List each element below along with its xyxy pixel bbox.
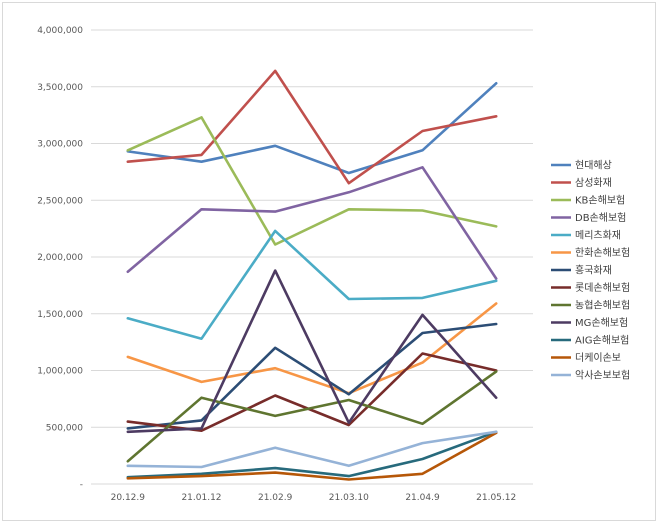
legend-label: 삼성화재 bbox=[575, 177, 612, 189]
series-line-11 bbox=[126, 430, 498, 479]
series-line-1 bbox=[126, 82, 498, 175]
legend-label: 악사손보보험 bbox=[575, 370, 630, 382]
x-tick-label: 21.05.12 bbox=[476, 493, 516, 503]
y-tick-label: 2,500,000 bbox=[37, 196, 83, 206]
x-tick-label: 21.03.10 bbox=[329, 493, 369, 503]
legend-item: KB손해보험 bbox=[551, 194, 625, 207]
series-line-12 bbox=[126, 431, 498, 481]
gridlines bbox=[91, 29, 533, 485]
y-tick-label: 1,000,000 bbox=[37, 367, 83, 377]
legend-label: 한화손해보험 bbox=[575, 246, 630, 259]
legend-item: DB손해보험 bbox=[551, 211, 626, 224]
series-line-9 bbox=[126, 370, 498, 463]
y-tick-label: 1,500,000 bbox=[37, 310, 83, 320]
legend-label: 더케이손보 bbox=[575, 352, 621, 364]
x-axis-ticks: 20.12.9 21.01.12 21.02.9 21.03.10 21.04.9 21.… bbox=[111, 493, 517, 503]
legend-item: 메리츠화재 bbox=[551, 230, 621, 242]
legend-item: 악사손보보험 bbox=[551, 370, 630, 382]
legend-label: KB손해보험 bbox=[575, 194, 625, 207]
series-line-7 bbox=[126, 322, 498, 430]
series-line-3 bbox=[126, 116, 498, 246]
legend-item: 현대해상 bbox=[551, 159, 612, 172]
legend-item: 롯데손해보험 bbox=[551, 281, 630, 294]
legend-label: AIG손해보험 bbox=[575, 334, 629, 347]
legend-label: 현대해상 bbox=[575, 159, 612, 172]
series-line-13 bbox=[126, 430, 498, 469]
legend-label: 농협손해보험 bbox=[575, 299, 630, 312]
legend-item: 흥국화재 bbox=[551, 264, 612, 277]
legend-label: DB손해보험 bbox=[575, 211, 626, 224]
y-tick-label: - bbox=[80, 480, 83, 490]
x-tick-label: 21.04.9 bbox=[405, 493, 440, 503]
legend-label: 롯데손해보험 bbox=[575, 281, 630, 294]
y-tick-label: 500,000 bbox=[46, 423, 83, 433]
legend-label: 메리츠화재 bbox=[575, 230, 621, 242]
y-tick-label: 2,000,000 bbox=[37, 253, 83, 263]
legend-item: 한화손해보험 bbox=[551, 246, 630, 259]
legend-item: AIG손해보험 bbox=[551, 334, 629, 347]
y-axis-ticks: - 500,000 1,000,000 1,500,000 2,000,000 2,500… bbox=[37, 26, 83, 490]
legend-item: 삼성화재 bbox=[551, 177, 612, 189]
y-tick-label: 3,000,000 bbox=[37, 140, 83, 150]
series-lines bbox=[126, 69, 498, 481]
chart-frame: - 500,000 1,000,000 1,500,000 2,000,000 2,500… bbox=[2, 2, 656, 521]
legend-item: 농협손해보험 bbox=[551, 299, 630, 312]
series-line-8 bbox=[126, 352, 498, 433]
line-chart: - 500,000 1,000,000 1,500,000 2,000,000 2,500… bbox=[37, 26, 630, 503]
legend-label: MG손해보험 bbox=[575, 316, 628, 329]
x-tick-label: 21.02.9 bbox=[258, 493, 293, 503]
legend-item: 더케이손보 bbox=[551, 352, 621, 364]
y-tick-label: 3,500,000 bbox=[37, 83, 83, 93]
series-line-10 bbox=[126, 269, 498, 434]
x-tick-label: 20.12.9 bbox=[111, 493, 146, 503]
series-line-4 bbox=[126, 166, 498, 280]
series-line-2 bbox=[126, 69, 498, 185]
x-tick-label: 21.01.12 bbox=[181, 493, 221, 503]
legend-label: 흥국화재 bbox=[575, 264, 612, 277]
legend-item: MG손해보험 bbox=[551, 316, 628, 329]
series-line-6 bbox=[126, 302, 498, 395]
y-tick-label: 4,000,000 bbox=[37, 26, 83, 36]
series-line-5 bbox=[126, 229, 498, 341]
